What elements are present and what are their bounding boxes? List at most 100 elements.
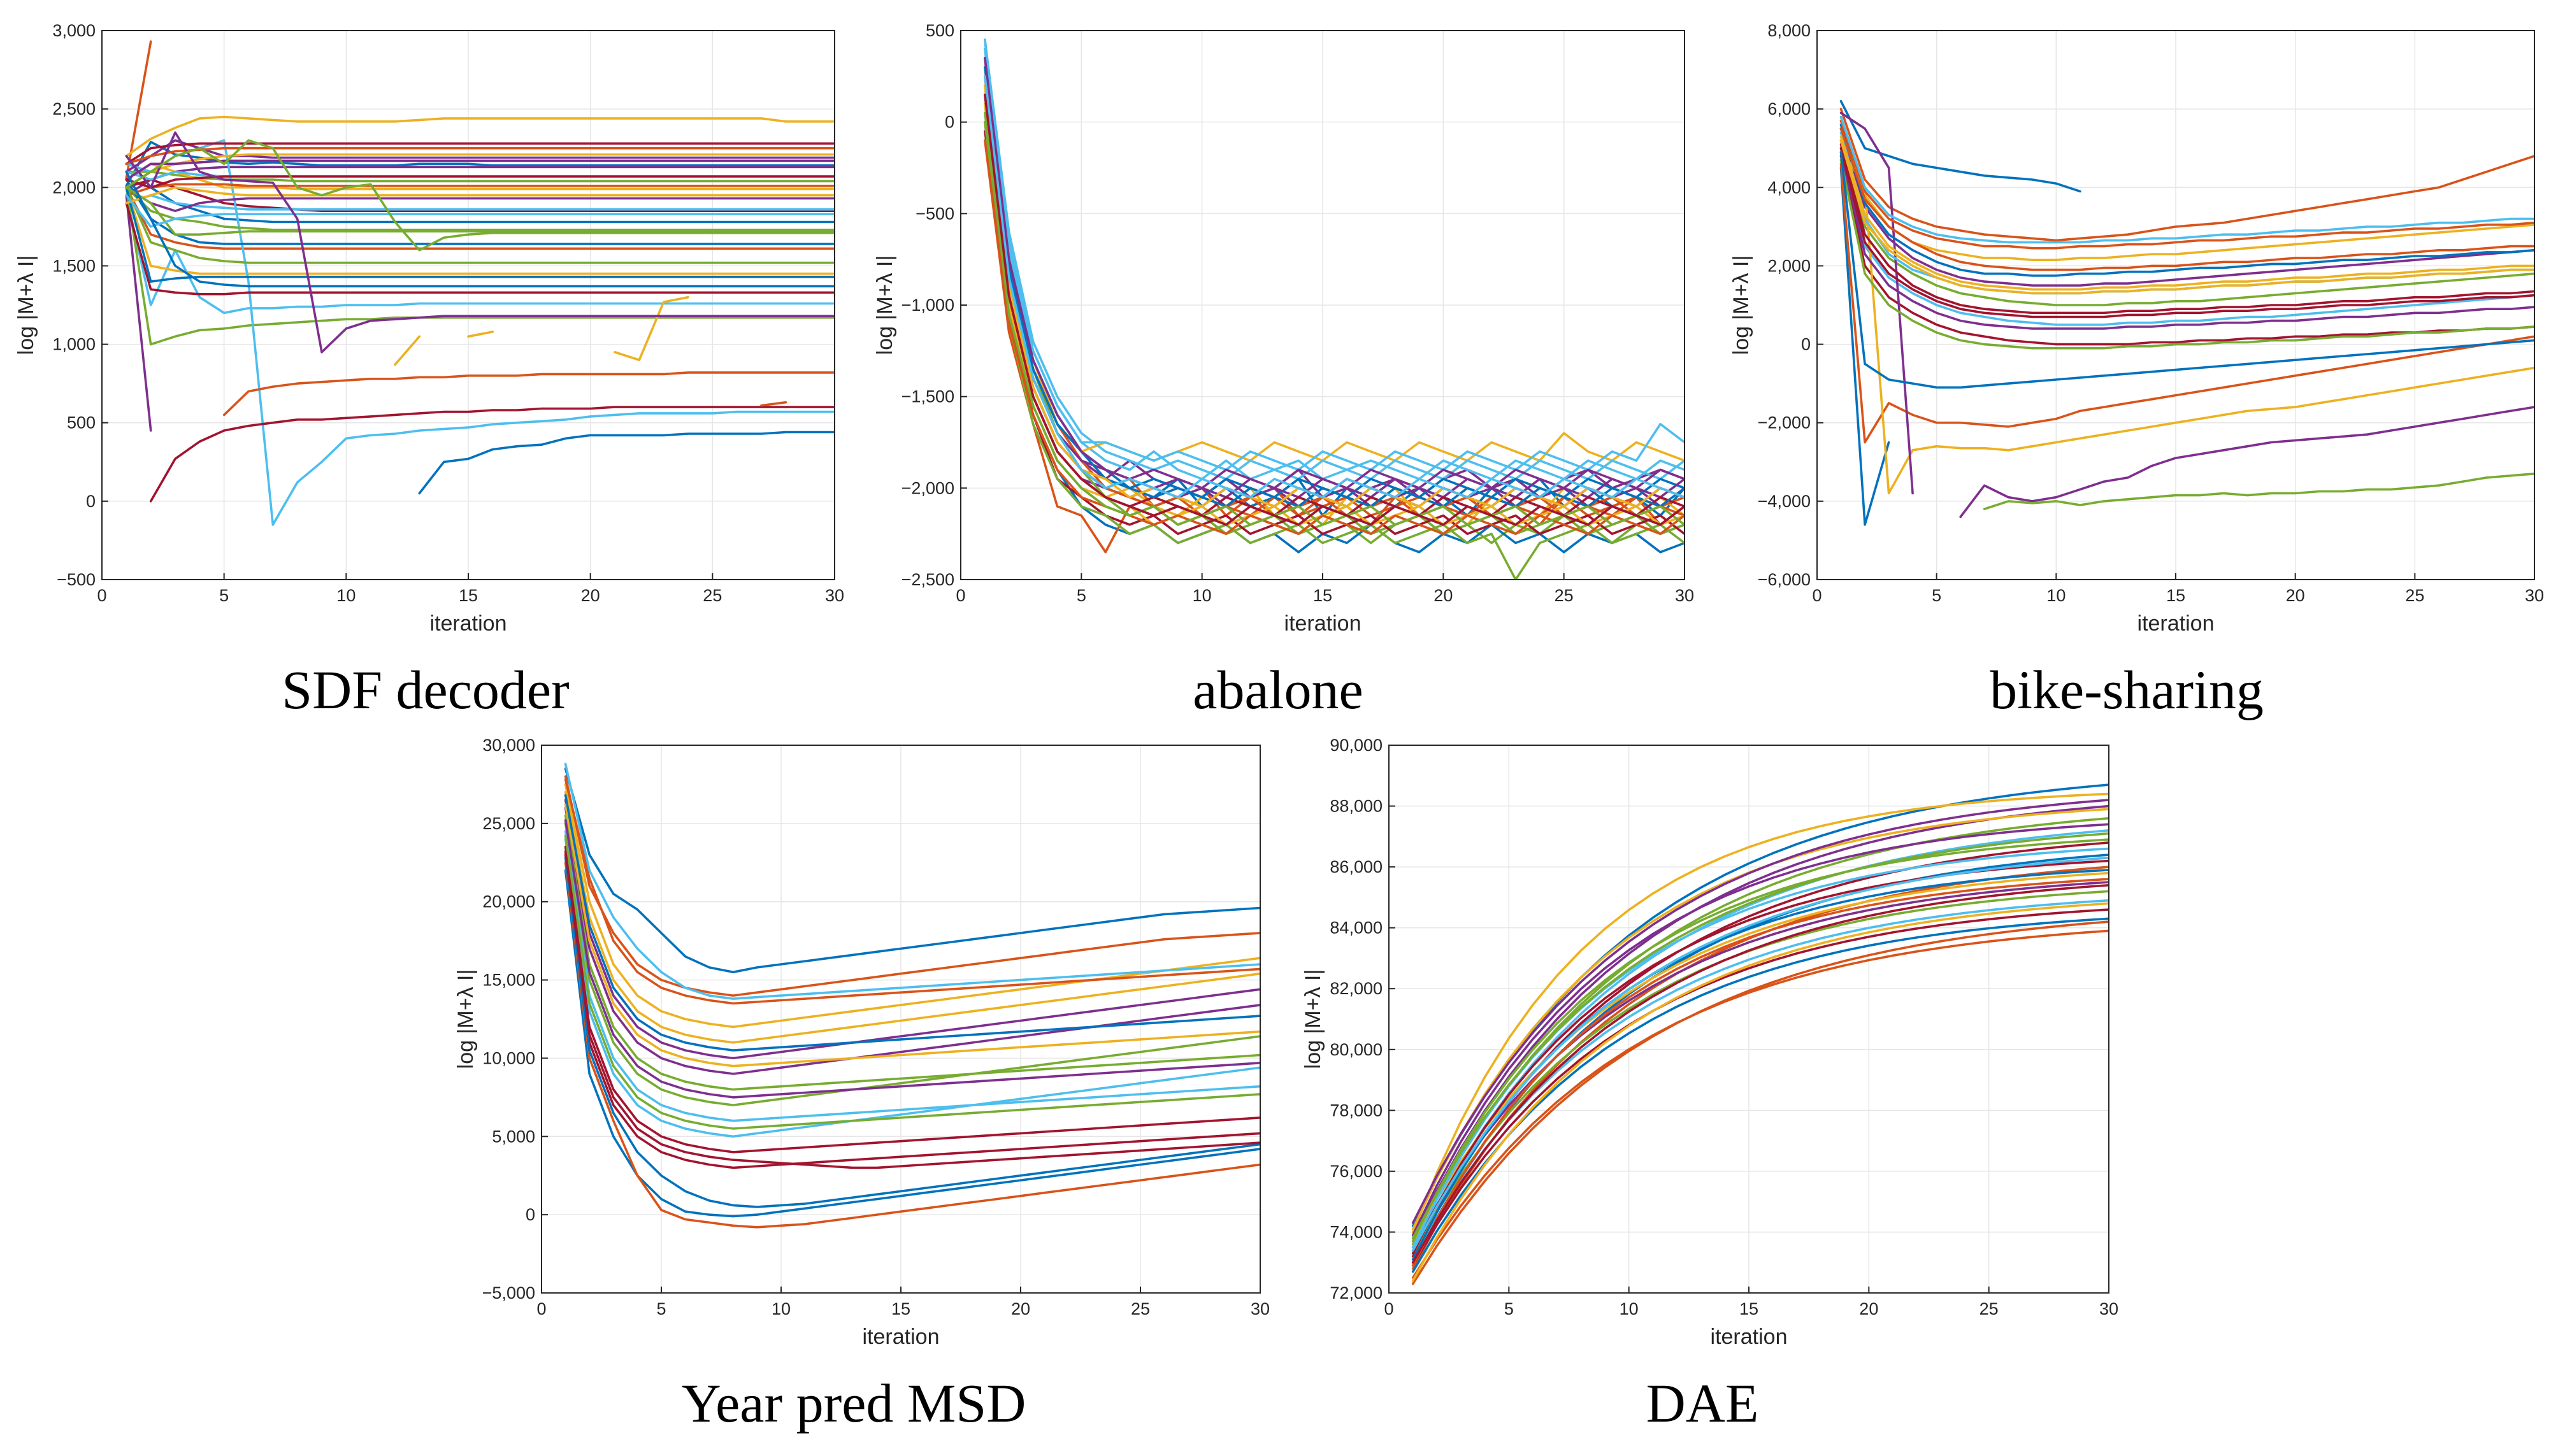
series-group: [125, 40, 835, 526]
y-tick-label: 88,000: [1330, 797, 1383, 816]
series-line: [125, 183, 835, 197]
x-tick-label: 30: [1251, 1299, 1270, 1318]
series-line: [1411, 929, 2109, 1279]
x-tick-label: 10: [772, 1299, 791, 1318]
x-tick-label: 0: [536, 1299, 546, 1318]
series-line: [1839, 162, 2534, 444]
series-line: [1839, 151, 2534, 389]
y-tick-label: 25,000: [482, 814, 535, 833]
series-line: [125, 153, 835, 189]
series-line: [984, 84, 1685, 508]
y-tick-label: 3,000: [52, 21, 96, 40]
y-tick-label: 80,000: [1330, 1040, 1383, 1059]
y-axis-label: log |M+λ I|: [1729, 255, 1753, 355]
series-line: [125, 146, 835, 166]
series-line: [1839, 143, 2534, 315]
x-tick-label: 0: [1812, 586, 1821, 605]
x-axis-label: iteration: [1284, 611, 1362, 636]
series-line: [125, 186, 835, 204]
series-line: [125, 178, 835, 224]
series-line: [1411, 917, 2109, 1273]
series-line: [1839, 139, 2534, 306]
x-tick-label: 15: [2166, 586, 2185, 605]
x-tick-label: 5: [1504, 1299, 1514, 1318]
series-line: [984, 66, 1685, 508]
series-line: [1839, 146, 2534, 495]
series-line: [125, 175, 835, 189]
x-tick-label: 15: [1739, 1299, 1758, 1318]
y-tick-label: −1,000: [902, 296, 954, 315]
series-line: [1411, 804, 2109, 1239]
chart-caption: SDF decoder: [282, 659, 569, 720]
series-line: [125, 202, 835, 296]
x-tick-label: 5: [219, 586, 229, 605]
series-line: [984, 84, 1685, 499]
chart-panel-sdf-decoder: SDF decoder 0 5 10 15 20 25 30−50005001,0001,5…: [14, 21, 844, 720]
x-tick-label: 5: [656, 1299, 666, 1318]
series-line: [984, 47, 1685, 480]
x-tick-label: 15: [891, 1299, 910, 1318]
series-line: [1839, 115, 2534, 261]
x-tick-label: 5: [1077, 586, 1086, 605]
series-line: [984, 93, 1685, 526]
series-line: [1411, 832, 2109, 1239]
y-tick-label: −6,000: [1758, 570, 1811, 589]
series-line: [125, 162, 835, 190]
series-line: [564, 767, 1260, 974]
series-line: [984, 130, 1685, 535]
y-tick-label: 72,000: [1330, 1283, 1383, 1303]
series-line: [1411, 884, 2109, 1264]
y-tick-label: 15,000: [482, 971, 535, 990]
series-line: [1839, 127, 2534, 287]
series-line: [984, 38, 1685, 480]
x-tick-label: 30: [2525, 586, 2544, 605]
x-tick-label: 30: [825, 586, 844, 605]
x-tick-label: 10: [2046, 586, 2066, 605]
series-line: [564, 794, 1260, 1052]
series-line: [564, 790, 1260, 1044]
series-line: [125, 170, 835, 288]
y-tick-label: 2,500: [52, 99, 96, 118]
series-line: [1411, 792, 2109, 1234]
y-tick-label: 78,000: [1330, 1101, 1383, 1120]
x-tick-label: 30: [2099, 1299, 2118, 1318]
y-tick-label: 1,000: [52, 335, 96, 354]
series-line: [1839, 166, 1890, 526]
series-line: [1411, 902, 2109, 1282]
series-line: [564, 853, 1260, 1169]
y-axis-label: log |M+λ I|: [873, 255, 897, 355]
series-line: [125, 186, 835, 236]
series-line: [125, 159, 835, 181]
series-line: [418, 431, 835, 495]
x-tick-label: 5: [1932, 586, 1941, 605]
series-line: [564, 822, 1260, 1106]
series-line: [222, 371, 835, 417]
series-line: [1983, 473, 2534, 510]
series-line: [984, 47, 1685, 471]
x-tick-label: 20: [1011, 1299, 1030, 1318]
x-tick-label: 20: [581, 586, 600, 605]
series-line: [984, 120, 1685, 580]
series-line: [1839, 127, 2534, 271]
x-tick-label: 20: [2286, 586, 2305, 605]
chart-caption: abalone: [1193, 659, 1363, 720]
series-group: [1411, 783, 2109, 1285]
series-line: [125, 186, 835, 250]
series-line: [1411, 857, 2109, 1252]
series-line: [1839, 124, 2534, 277]
x-axis-label: iteration: [2138, 611, 2215, 636]
y-tick-label: 8,000: [1767, 21, 1811, 40]
series-line: [1839, 139, 2534, 295]
y-tick-label: 0: [945, 113, 954, 132]
series-line: [125, 139, 835, 526]
y-tick-label: 82,000: [1330, 979, 1383, 998]
series-line: [564, 775, 1260, 997]
series-line: [1839, 115, 2534, 244]
chart-panel-bike-sharing: bike-sharing 0 5 10 15 20 25 30 −6,000 −4,000 −2,…: [1729, 21, 2544, 720]
series-line: [125, 166, 835, 197]
y-tick-label: −1,500: [902, 387, 954, 406]
series-line: [564, 762, 1260, 1000]
chart-panel-dae: DAE 0 5 10 15 20 25 30 72,000 74,000 76,000 78,000…: [1301, 736, 2118, 1434]
series-line: [564, 834, 1260, 1130]
